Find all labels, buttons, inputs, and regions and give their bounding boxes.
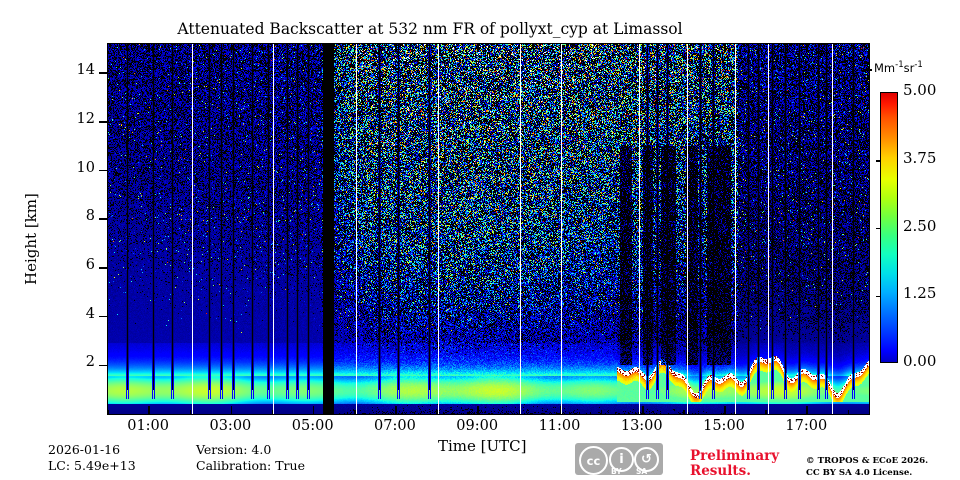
unit-exp-2: -1 xyxy=(914,60,923,70)
x-tick-top xyxy=(724,44,726,52)
y-tick-label: 14 xyxy=(76,62,95,79)
x-tick xyxy=(395,406,397,414)
cc-sa-label: SA xyxy=(636,467,648,476)
x-tick-minor xyxy=(436,409,438,414)
unit-mm: Mm xyxy=(874,60,896,75)
x-tick-label: 03:00 xyxy=(209,418,252,434)
cc-sa-icon: ↺ xyxy=(634,447,659,472)
colorbar-tick xyxy=(876,227,881,230)
y-axis-label: Height [km] xyxy=(22,193,40,285)
y-tick-label: 4 xyxy=(85,305,95,322)
x-tick-top xyxy=(312,44,315,52)
x-tick xyxy=(312,406,315,414)
x-tick-minor xyxy=(847,409,850,414)
x-tick-top xyxy=(641,44,644,52)
x-tick-top xyxy=(148,44,150,52)
unit-sr: sr xyxy=(903,60,915,75)
y-tick-label: 8 xyxy=(85,208,95,225)
x-tick-label: 05:00 xyxy=(291,418,334,434)
x-tick-label: 11:00 xyxy=(538,418,581,434)
x-tick xyxy=(559,406,562,414)
colorbar-tick xyxy=(876,160,881,162)
preliminary-notice-line1: Preliminary xyxy=(690,448,780,464)
cc-by-icon: i xyxy=(609,447,634,472)
x-tick-minor xyxy=(189,409,191,414)
x-tick-label: 13:00 xyxy=(620,418,663,434)
backscatter-heatmap xyxy=(108,44,869,414)
figure-title: Attenuated Backscatter at 532 nm FR of p… xyxy=(177,20,683,38)
creative-commons-badge: cc i ↺ BY SA xyxy=(575,443,663,476)
x-tick-label: 01:00 xyxy=(127,418,170,434)
y-tick-label: 12 xyxy=(76,110,95,127)
cc-by-label: BY xyxy=(611,467,622,476)
x-tick-label: 15:00 xyxy=(703,418,745,434)
colorbar-tick-label: 0.00 xyxy=(903,352,937,370)
x-tick xyxy=(724,406,726,414)
y-tick xyxy=(99,72,108,74)
colorbar-tick xyxy=(876,295,881,298)
x-tick xyxy=(641,406,644,414)
colorbar-tick-label: 3.75 xyxy=(903,148,937,167)
colorbar-tick-label: 2.50 xyxy=(903,216,937,235)
footer-calibration: Calibration: True xyxy=(196,458,305,473)
x-tick-minor xyxy=(107,409,109,414)
x-tick-minor xyxy=(271,409,274,414)
colorbar-unit-dash xyxy=(866,69,872,71)
y-tick xyxy=(99,315,108,318)
copyright-line1: © TROPOS & ECoE 2026. xyxy=(806,456,929,466)
x-tick-minor xyxy=(518,409,521,414)
x-tick-label: 17:00 xyxy=(785,418,828,434)
y-tick xyxy=(99,267,108,269)
plot-area xyxy=(99,43,870,415)
x-tick xyxy=(477,406,479,414)
footer-lidar-constant: LC: 5.49e+13 xyxy=(48,458,136,473)
y-tick-label: 10 xyxy=(76,159,95,176)
x-tick-top xyxy=(477,44,479,52)
y-tick xyxy=(99,169,108,172)
preliminary-notice-line2: Results. xyxy=(690,463,751,479)
y-tick-label: 6 xyxy=(85,256,95,273)
footer-date: 2026-01-16 xyxy=(48,442,121,457)
colorbar-tick-label: 5.00 xyxy=(903,81,937,99)
y-tick xyxy=(99,364,108,367)
x-tick-top xyxy=(806,44,809,52)
x-tick-label: 07:00 xyxy=(374,418,416,434)
x-tick xyxy=(230,406,233,414)
x-tick-minor xyxy=(765,409,767,414)
unit-exp-1: -1 xyxy=(895,60,904,70)
y-tick xyxy=(99,218,108,221)
x-tick-top xyxy=(559,44,562,52)
cc-logo-icon: cc xyxy=(579,446,608,475)
x-axis-label: Time [UTC] xyxy=(438,437,527,455)
colorbar-unit-label: Mm-1sr-1 xyxy=(874,60,923,75)
x-tick-minor xyxy=(600,409,603,414)
x-tick-minor xyxy=(683,409,685,414)
copyright-line2: CC BY SA 4.0 License. xyxy=(806,468,913,478)
y-tick-label: 2 xyxy=(85,354,95,371)
footer-version: Version: 4.0 xyxy=(196,442,272,457)
y-tick xyxy=(99,121,108,123)
x-tick xyxy=(806,406,809,414)
x-tick xyxy=(148,406,150,414)
x-tick-label: 09:00 xyxy=(456,418,499,434)
x-tick-top xyxy=(230,44,233,52)
colorbar xyxy=(876,92,898,363)
colorbar-tick-label: 1.25 xyxy=(903,284,937,303)
x-tick-minor xyxy=(354,409,356,414)
x-tick-top xyxy=(395,44,397,52)
